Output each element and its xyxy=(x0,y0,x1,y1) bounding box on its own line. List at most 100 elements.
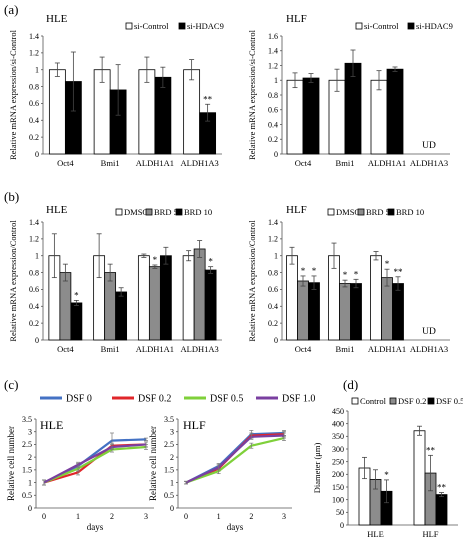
legend-label: DSF 0.5 xyxy=(436,396,463,406)
category-label: HLE xyxy=(367,529,384,539)
y-tick-label: 3.5 xyxy=(22,415,32,424)
bar xyxy=(370,79,388,155)
bar xyxy=(435,494,448,526)
chart-a-hlf: 0 0.2 0.4 0.6 0.8 1 1.2 1.4 1.6 Relative mRNA exp… xyxy=(247,13,453,168)
bar xyxy=(350,283,362,341)
y-tick-label: 1.2 xyxy=(268,61,278,70)
bar xyxy=(104,272,117,341)
bar xyxy=(137,255,150,341)
significance-label: ** xyxy=(437,483,447,493)
category-label: ALDH1A1 xyxy=(136,344,174,354)
legend-label: BRD 10 xyxy=(184,207,212,217)
series-line xyxy=(185,437,285,484)
bar xyxy=(381,277,393,341)
legend-swatch xyxy=(389,397,397,405)
bar xyxy=(48,69,66,155)
y-tick-label: 0.4 xyxy=(29,302,39,311)
y-tick-label: 250 xyxy=(332,457,344,466)
significance-label: * xyxy=(208,257,213,267)
legend-swatch xyxy=(407,22,415,30)
y-tick-label: 0.6 xyxy=(268,285,278,294)
legend-swatch xyxy=(327,208,335,216)
legend-label: si-HDAC9 xyxy=(187,21,224,31)
y-tick-label: 0.4 xyxy=(29,116,39,125)
y-tick-label: 1 xyxy=(274,76,278,85)
y-tick-label: 0 xyxy=(274,336,278,345)
category-label: Bmi1 xyxy=(101,158,120,168)
y-axis-label: Relative mRNA expression/Control xyxy=(247,220,257,342)
category-label: ALDH1A3 xyxy=(181,344,219,354)
significance-label: ** xyxy=(426,445,436,455)
y-tick-label: 1.4 xyxy=(29,218,39,227)
y-tick-label: 1.4 xyxy=(29,32,39,41)
x-tick-label: 2 xyxy=(110,512,114,521)
bar xyxy=(183,69,201,155)
category-label: Oct4 xyxy=(295,344,312,354)
y-tick-label: 1.5 xyxy=(22,466,32,475)
chart-title: HLE xyxy=(40,418,63,432)
legend-label: DMSO xyxy=(336,207,361,217)
category-label: Bmi1 xyxy=(336,344,355,354)
category-label: HLF xyxy=(422,529,438,539)
bar xyxy=(339,283,351,341)
y-tick-label: 0.5 xyxy=(164,491,174,500)
bar xyxy=(148,266,161,341)
y-axis-label: Relative cell number xyxy=(148,426,158,501)
y-tick-label: 50 xyxy=(336,508,344,517)
x-tick-label: 1 xyxy=(76,512,80,521)
legend-swatch xyxy=(175,208,183,216)
y-tick-label: 1.4 xyxy=(268,218,278,227)
category-label: Oct4 xyxy=(295,158,312,168)
y-tick-label: 200 xyxy=(332,470,344,479)
y-tick-label: 0 xyxy=(35,336,39,345)
y-tick-label: 2 xyxy=(28,453,32,462)
significance-label: * xyxy=(343,270,348,280)
category-label: Oct4 xyxy=(57,158,74,168)
panel-label-d: (d) xyxy=(343,377,358,392)
category-label: Bmi1 xyxy=(336,158,355,168)
y-tick-label: 0.2 xyxy=(268,319,278,328)
legend-swatch xyxy=(178,22,186,30)
legend-label: DSF 0.2 xyxy=(138,394,171,405)
legend-label: DSF 1.0 xyxy=(282,394,315,405)
y-axis-label: Diameter (μm) xyxy=(312,443,322,494)
bar xyxy=(308,282,320,341)
bar xyxy=(70,302,83,341)
chart-b-hlf: 0 0.2 0.4 0.6 0.8 1 1.2 1.4 Relative mRNA expres… xyxy=(247,204,450,354)
chart-title: HLE xyxy=(46,204,68,216)
bar xyxy=(413,430,426,526)
y-tick-label: 3 xyxy=(170,428,174,437)
legend-label: BRD 10 xyxy=(396,207,424,217)
legend-swatch xyxy=(357,208,365,216)
significance-label: * xyxy=(153,255,158,265)
y-tick-label: 150 xyxy=(332,483,344,492)
x-tick-label: 3 xyxy=(282,512,286,521)
y-tick-label: 0.6 xyxy=(268,106,278,115)
chart-c-hlf: 0 0.5 1 1.5 2 2.5 3 3.5 0 1 2 3 days Relative cell nu… xyxy=(148,415,292,532)
chart-b-hle: 0 0.2 0.4 0.6 0.8 1 1.2 1.4 Relative mRNA expres… xyxy=(8,204,222,354)
y-tick-label: 3 xyxy=(28,428,32,437)
significance-label: * xyxy=(354,269,359,279)
legend-label: BRD 5 xyxy=(154,207,178,217)
y-tick-label: 0 xyxy=(170,504,174,513)
y-tick-label: 1.4 xyxy=(268,47,278,56)
series-line xyxy=(185,434,285,484)
category-label: Bmi1 xyxy=(101,344,120,354)
bar xyxy=(59,272,72,341)
legend-label: Control xyxy=(360,396,387,406)
y-tick-label: 450 xyxy=(332,407,344,416)
y-tick-label: 0.8 xyxy=(29,82,39,91)
y-tick-label: 400 xyxy=(332,419,344,428)
y-tick-label: 1.5 xyxy=(164,466,174,475)
y-tick-label: 1 xyxy=(28,478,32,487)
legend-label: DSF 0.5 xyxy=(210,394,243,405)
y-tick-label: 350 xyxy=(332,432,344,441)
chart-d: 0 50 100 150 200 250 300 350 400 450 Diameter (μm)… xyxy=(312,396,463,539)
bar xyxy=(115,291,128,341)
legend-label: BRD 5 xyxy=(366,207,390,217)
y-tick-label: 0.2 xyxy=(268,135,278,144)
bar xyxy=(302,77,320,155)
y-tick-label: 2 xyxy=(170,453,174,462)
x-axis-label: days xyxy=(87,522,104,532)
